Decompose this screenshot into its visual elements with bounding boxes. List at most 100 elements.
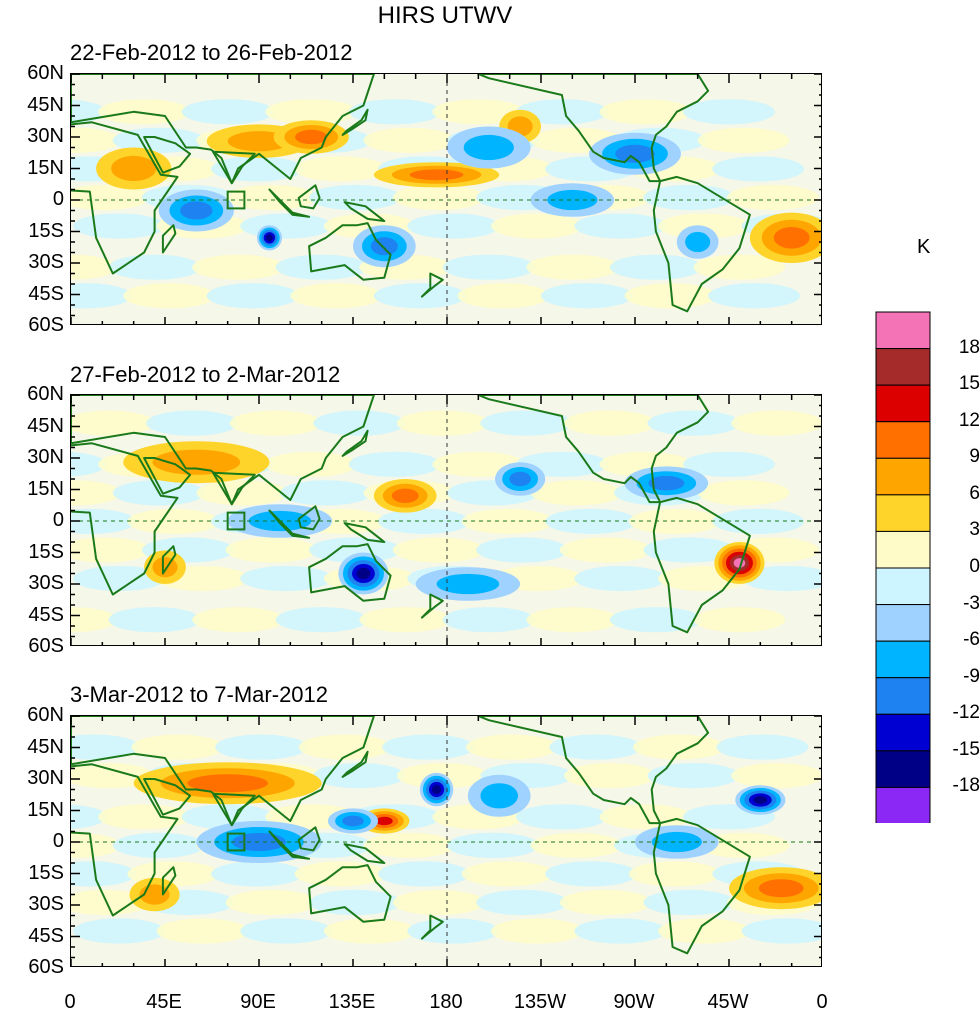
background-anomaly-patch (71, 537, 151, 563)
y-tick-label: 45S (28, 282, 64, 305)
background-anomaly-patch (192, 607, 285, 633)
background-anomaly-patch (363, 832, 456, 858)
colorbar-level-label: -9 (963, 665, 980, 687)
background-anomaly-patch (549, 734, 642, 760)
background-anomaly-patch (683, 451, 775, 477)
background-anomaly-patch (708, 283, 801, 309)
background-anomaly-patch (73, 213, 165, 239)
coastline (71, 395, 375, 506)
map-panel-1-svg (71, 74, 821, 324)
y-tick-label: 15N (27, 477, 64, 500)
x-tick-label: 0 (816, 991, 828, 1013)
anomaly-contour (615, 144, 655, 163)
coastline (143, 136, 192, 174)
background-anomaly-patch (373, 283, 466, 309)
x-tick-label: 0 (64, 991, 76, 1013)
y-tick-label: 45S (28, 924, 64, 947)
anomaly-contour (180, 201, 213, 220)
background-anomaly-patch (71, 861, 136, 887)
background-anomaly-patch (392, 537, 485, 563)
colorbar-level-label: 3 (969, 519, 980, 541)
background-anomaly-patch (563, 763, 656, 789)
map-panel-2-svg (71, 395, 821, 645)
coastline (71, 763, 179, 917)
coastline (268, 509, 311, 539)
anomaly-contour (266, 234, 273, 242)
background-anomaly-patch (490, 918, 583, 944)
background-anomaly-patch (294, 861, 387, 887)
background-anomaly-patch (146, 410, 239, 436)
coastline (161, 866, 177, 896)
background-anomaly-patch (697, 480, 790, 506)
background-anomaly-patch (407, 213, 500, 239)
background-anomaly-patch (98, 804, 191, 830)
y-tick-label: 0 (52, 509, 64, 531)
anomaly-contour (685, 231, 711, 253)
background-anomaly-patch (265, 451, 358, 477)
colorbar-swatch (875, 530, 931, 569)
background-anomaly-patch (647, 410, 740, 436)
anomaly-contour (463, 134, 514, 161)
background-anomaly-patch (545, 861, 638, 887)
y-tick-label: 30S (28, 572, 64, 594)
colorbar-swatch (875, 494, 931, 532)
colorbar-swatch (875, 713, 931, 752)
x-tick-label: 135W (513, 991, 567, 1013)
coastline (652, 496, 751, 634)
colorbar-level-label: 0 (969, 556, 980, 577)
background-anomaly-patch (632, 734, 725, 760)
colorbar-swatch (875, 457, 931, 496)
chart-title: HIRS UTWV (377, 2, 513, 29)
x-tick-label: 45W (707, 991, 749, 1013)
y-tick-label: 15N (27, 156, 64, 179)
y-tick-label: 30N (27, 446, 64, 468)
background-anomaly-patch (240, 565, 333, 592)
background-anomaly-patch (683, 99, 775, 125)
background-anomaly-patch (657, 918, 750, 944)
panel-1-title: 22-Feb-2012 to 26-Feb-2012 (70, 40, 353, 65)
y-tick-label: 15S (28, 540, 64, 563)
anomaly-contour (152, 449, 241, 475)
y-tick-label: 15S (28, 219, 64, 242)
y-tick-label: 15N (27, 798, 64, 821)
background-anomaly-patch (461, 508, 554, 535)
background-anomaly-patch (279, 480, 372, 506)
anomaly-contour (187, 774, 268, 793)
background-anomaly-patch (192, 254, 285, 280)
background-anomaly-patch (530, 480, 623, 506)
background-anomaly-patch (378, 861, 470, 887)
coastline (652, 817, 751, 955)
background-anomaly-patch (206, 283, 299, 309)
background-anomaly-patch (515, 99, 608, 125)
y-tick-label: 45S (28, 603, 64, 626)
background-anomaly-patch (697, 127, 790, 153)
background-anomaly-patch (181, 99, 274, 125)
background-anomaly-patch (574, 565, 667, 592)
background-anomaly-patch (461, 861, 554, 887)
background-anomaly-patch (609, 607, 702, 633)
background-anomaly-patch (71, 410, 155, 436)
background-anomaly-patch (490, 213, 583, 239)
background-anomaly-patch (71, 254, 117, 280)
y-tick-label: 0 (52, 830, 64, 852)
coastline (477, 395, 710, 504)
background-anomaly-patch (348, 99, 441, 125)
y-tick-label: 60N (27, 383, 64, 405)
y-tick-label: 45N (27, 414, 64, 437)
background-anomaly-patch (71, 763, 155, 789)
background-anomaly-patch (457, 283, 550, 309)
anomaly-contour (758, 879, 804, 898)
map-panel-1 (70, 73, 822, 325)
background-anomaly-patch (392, 184, 485, 211)
colorbar-level-label: 6 (969, 482, 980, 504)
coastline (297, 826, 321, 852)
anomaly-contour (436, 573, 500, 595)
background-anomaly-patch (225, 537, 318, 563)
colorbar-level-label: -6 (963, 629, 980, 651)
background-anomaly-patch (693, 607, 786, 633)
colorbar-level-label: 9 (969, 446, 980, 468)
coastline (341, 429, 369, 457)
y-tick-label: 45N (27, 735, 64, 758)
background-anomaly-patch (647, 763, 740, 789)
background-anomaly-patch (628, 861, 721, 887)
